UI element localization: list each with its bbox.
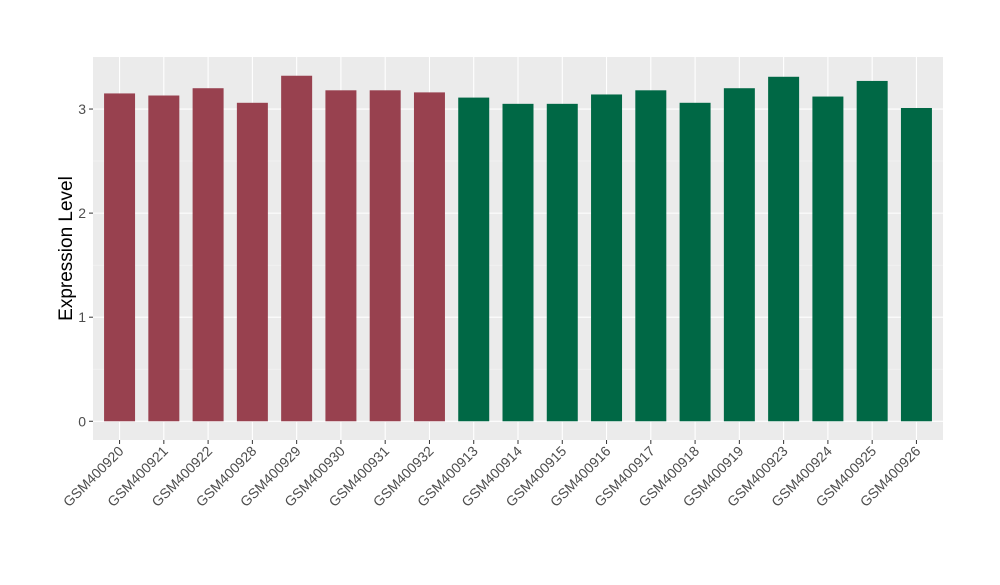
y-axis-title: Expression Level — [56, 176, 77, 321]
bars — [104, 75, 932, 422]
y-tick-label: 2 — [78, 205, 86, 221]
bar-GSM400925 — [856, 80, 888, 422]
y-axis: 0 1 2 3 — [78, 101, 93, 429]
bar-GSM400919 — [723, 88, 755, 422]
bar-GSM400916 — [591, 94, 623, 422]
bar-GSM400923 — [768, 76, 800, 422]
y-tick-label: 0 — [78, 413, 86, 429]
bar-GSM400931 — [369, 90, 401, 422]
x-axis: GSM400920GSM400921GSM400922GSM400928GSM4… — [60, 440, 924, 510]
bar-GSM400914 — [502, 103, 534, 422]
bar-GSM400915 — [546, 103, 578, 422]
bar-GSM400921 — [148, 95, 180, 422]
y-tick-label: 3 — [78, 101, 86, 117]
bar-GSM400917 — [635, 90, 667, 422]
bar-GSM400918 — [679, 102, 711, 422]
y-tick-label: 1 — [78, 309, 86, 325]
bar-GSM400930 — [325, 90, 357, 422]
bar-GSM400913 — [458, 97, 490, 422]
bar-GSM400926 — [900, 107, 932, 422]
bar-GSM400924 — [812, 96, 844, 422]
bar-GSM400928 — [236, 102, 268, 422]
bar-GSM400929 — [281, 75, 313, 422]
bar-GSM400922 — [192, 88, 224, 422]
bar-GSM400932 — [413, 92, 445, 422]
bar-GSM400920 — [104, 93, 136, 422]
